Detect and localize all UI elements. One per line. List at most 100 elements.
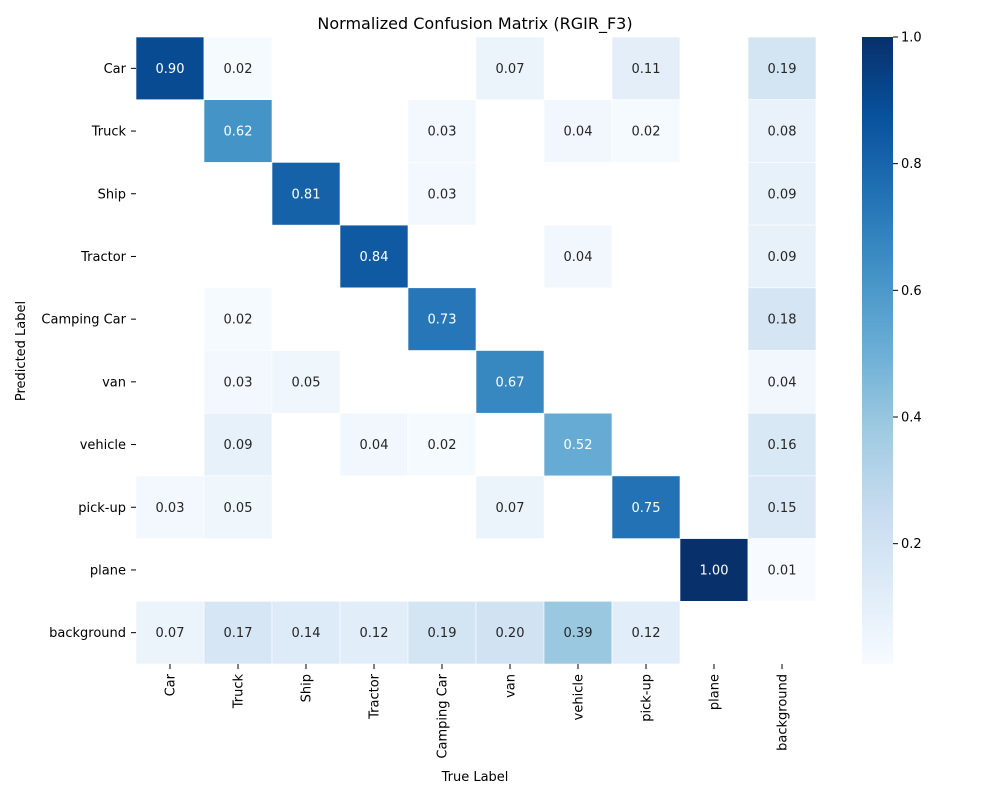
cell-value-label: 0.52: [564, 438, 593, 453]
y-tick-label: plane: [90, 563, 126, 578]
x-tick-label: Truck: [232, 674, 247, 710]
cell-value-label: 0.39: [564, 626, 593, 641]
heatmap-cell: [407, 287, 477, 351]
heatmap-cell: [611, 475, 681, 539]
cell-value-label: 0.90: [156, 62, 185, 77]
y-tick-label: background: [49, 626, 126, 641]
colorbar-tick-label: 0.4: [901, 411, 922, 426]
heatmap-cell: [339, 600, 409, 665]
cell-value-label: 0.67: [496, 375, 525, 390]
heatmap-cell: [747, 162, 817, 226]
heatmap-cell: [339, 224, 409, 289]
colorbar: 0.2 0.4 0.6 0.8 1.0: [862, 31, 922, 664]
cell-value-label: 0.19: [768, 62, 797, 77]
colorbar-tick-label: 1.0: [901, 31, 922, 46]
cell-value-label: 0.81: [292, 187, 321, 202]
heatmap-cell: [135, 475, 205, 539]
cell-value-label: 0.09: [224, 438, 253, 453]
heatmap-cell: [135, 600, 205, 665]
cell-value-label: 0.14: [292, 626, 321, 641]
cell-value-label: 0.17: [224, 626, 253, 641]
cell-value-label: 0.16: [768, 438, 797, 453]
cell-value-label: 0.84: [360, 250, 389, 265]
heatmap-cell: [543, 412, 613, 477]
heatmap-cell: [747, 99, 817, 163]
heatmap-cell: [135, 36, 205, 101]
heatmap-cell: [679, 538, 749, 602]
heatmap-cell: [203, 350, 273, 414]
heatmap-cell: [611, 600, 681, 665]
heatmap-cell: [747, 350, 817, 414]
x-axis: Car Truck Ship Tractor Camping Car van vehicle…: [164, 664, 791, 759]
cell-value-label: 0.09: [768, 250, 797, 265]
cell-value-label: 0.05: [292, 375, 321, 390]
y-tick-label: Camping Car: [41, 313, 126, 328]
heatmap-cell: [407, 162, 477, 226]
cell-value-label: 0.08: [768, 125, 797, 140]
cell-value-label: 0.04: [360, 438, 389, 453]
cell-value-label: 0.73: [428, 313, 457, 328]
heatmap-cell: [203, 36, 273, 101]
cell-value-label: 0.07: [496, 62, 525, 77]
heatmap-cell: [747, 287, 817, 351]
heatmap-cell: [203, 99, 273, 163]
cell-value-label: 0.03: [428, 125, 457, 140]
x-tick-label: Tractor: [368, 673, 383, 720]
cell-value-label: 0.07: [156, 626, 185, 641]
heatmap-cell: [543, 99, 613, 163]
cell-value-label: 0.12: [360, 626, 389, 641]
heatmap-cell: [747, 538, 817, 602]
cell-value-label: 0.11: [632, 62, 661, 77]
cell-value-label: 0.18: [768, 313, 797, 328]
x-tick-label: plane: [708, 674, 723, 710]
heatmap-cell: [747, 224, 817, 289]
heatmap-cell: [747, 36, 817, 101]
y-axis-label: Predicted Label: [14, 301, 29, 401]
cell-value-label: 0.03: [156, 501, 185, 516]
heatmap-cell: [543, 224, 613, 289]
chart-title: Normalized Confusion Matrix (RGIR_F3): [317, 14, 632, 34]
cell-value-label: 1.00: [700, 563, 729, 578]
cell-value-label: 0.04: [768, 375, 797, 390]
x-axis-label: True Label: [441, 770, 509, 785]
cell-value-label: 0.05: [224, 501, 253, 516]
cell-value-label: 0.12: [632, 626, 661, 641]
heatmap-cell: [611, 99, 681, 163]
cell-value-label: 0.75: [632, 501, 661, 516]
cell-value-label: 0.20: [496, 626, 525, 641]
heatmap-cell: [271, 162, 341, 226]
cell-value-label: 0.15: [768, 501, 797, 516]
heatmap-cell: [271, 600, 341, 665]
heatmap-cell: [543, 600, 613, 665]
heatmap-cell: [475, 36, 545, 101]
x-tick-label: van: [504, 674, 519, 698]
heatmap-cell: [475, 475, 545, 539]
heatmap-cell: [407, 600, 477, 665]
cell-value-label: 0.04: [564, 250, 593, 265]
heatmap-cells: [135, 36, 817, 665]
cell-value-label: 0.04: [564, 125, 593, 140]
colorbar-tick-label: 0.8: [901, 157, 922, 172]
y-tick-label: van: [102, 375, 126, 390]
x-tick-label: pick-up: [640, 674, 655, 722]
x-tick-label: Camping Car: [436, 673, 451, 758]
heatmap-cell: [475, 350, 545, 414]
y-axis: Car Truck Ship Tractor Camping Car van vehicle…: [41, 62, 136, 641]
heatmap-cell: [339, 412, 409, 477]
cell-value-label: 0.01: [768, 563, 797, 578]
heatmap-cell: [611, 36, 681, 101]
x-tick-label: vehicle: [572, 674, 587, 720]
y-tick-label: Ship: [98, 187, 126, 202]
cell-value-label: 0.03: [428, 187, 457, 202]
cell-value-label: 0.02: [224, 313, 253, 328]
cell-value-label: 0.03: [224, 375, 253, 390]
y-tick-label: pick-up: [78, 501, 126, 516]
x-tick-label: background: [776, 674, 791, 751]
colorbar-tick-label: 0.2: [901, 537, 922, 552]
y-tick-label: Tractor: [80, 250, 127, 265]
colorbar-gradient: [862, 37, 893, 664]
cell-value-label: 0.07: [496, 501, 525, 516]
y-tick-label: Truck: [91, 125, 127, 140]
